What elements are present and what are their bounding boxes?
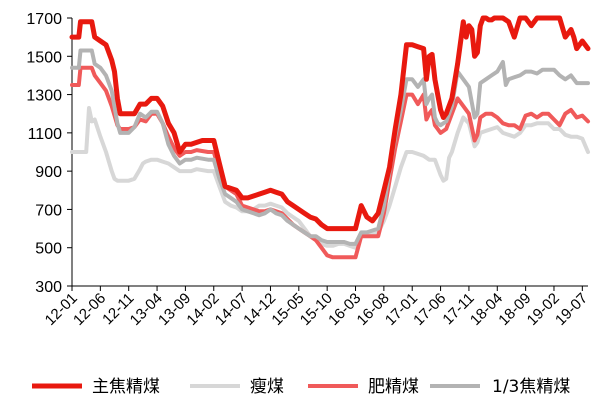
y-tick-label: 900 [35, 164, 62, 181]
y-tick-label: 1100 [28, 126, 63, 143]
legend-label: 主焦精煤 [92, 377, 160, 397]
y-tick-label: 700 [35, 202, 62, 219]
y-tick-label: 1300 [26, 88, 62, 105]
series-line [69, 15, 591, 232]
x-tick-label: 19-07 [552, 290, 591, 329]
x-tick-label: 12-06 [70, 290, 109, 329]
x-axis: 12-0112-0612-1113-0413-0914-0214-0714-12… [42, 285, 591, 329]
y-tick-label: 1700 [26, 11, 62, 28]
plot-lines [69, 15, 591, 260]
series-line [70, 48, 590, 246]
legend-label: 瘦煤 [250, 377, 284, 397]
y-tick-label: 300 [35, 279, 62, 296]
y-tick-label: 500 [35, 241, 62, 258]
x-tick-label: 17-06 [410, 290, 449, 329]
y-axis: 300 500 700 900 1100 1300 1500 1700 [26, 11, 73, 296]
y-tick-label: 1500 [26, 49, 62, 66]
legend-label: 肥精煤 [368, 377, 419, 397]
legend-label: 1/3焦精煤 [492, 377, 570, 397]
legend: 主焦精煤 瘦煤 肥精煤 1/3焦精煤 [32, 377, 570, 397]
